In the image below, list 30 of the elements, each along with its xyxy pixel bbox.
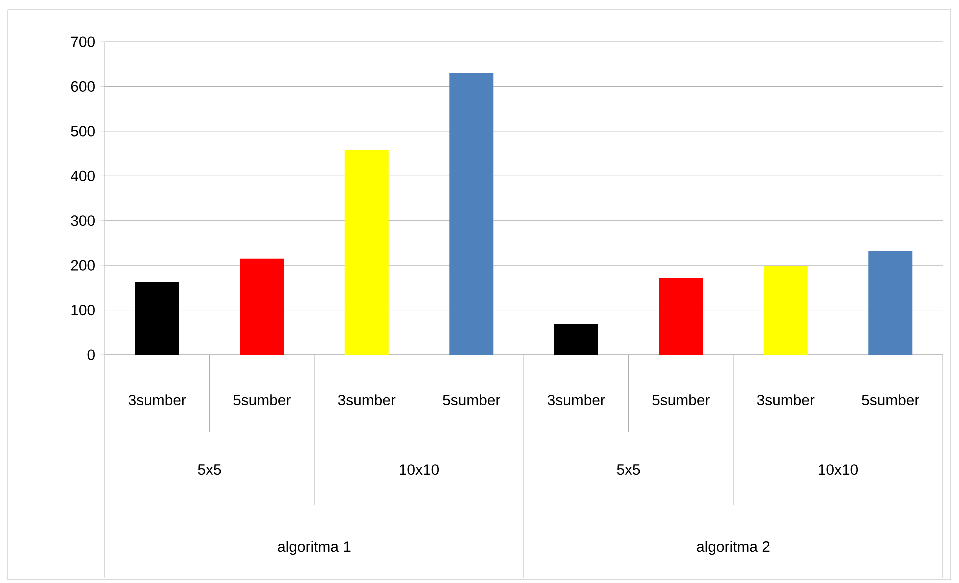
y-tick-label: 600 — [71, 81, 95, 92]
x-tick-label: 3sumber — [548, 394, 606, 406]
bar — [764, 266, 808, 355]
text: 10x10 — [819, 464, 858, 476]
y-tick-label: 300 — [71, 216, 95, 226]
x-tick-label: 5sumber — [234, 394, 291, 406]
y-tick-label: 200 — [71, 260, 95, 271]
x-tick-label: 3sumber — [757, 394, 815, 406]
text: 5x5 — [617, 464, 640, 476]
text: algoritma 1 — [278, 541, 351, 556]
bar — [659, 278, 704, 355]
bar — [344, 150, 389, 355]
bar — [868, 251, 913, 355]
x-tick-label: 5sumber — [652, 394, 710, 406]
bar — [135, 282, 180, 355]
x-tick-label: 5sumber — [443, 394, 500, 406]
text: 5x5 — [198, 464, 222, 476]
text: algoritma 2 — [697, 541, 770, 556]
bar — [450, 73, 494, 355]
x-tick-label: 3sumber — [338, 394, 396, 406]
bar — [554, 324, 598, 355]
y-tick-label: 100 — [72, 304, 95, 316]
y-tick-label: 400 — [70, 170, 95, 182]
x-tick-label: 5sumber — [862, 394, 920, 406]
y-tick-label: 0 — [88, 350, 95, 360]
bar — [240, 258, 284, 355]
y-tick-label: 500 — [71, 126, 95, 137]
y-tick-label: 700 — [71, 36, 95, 48]
text: 10x10 — [400, 464, 440, 476]
x-tick-label: 3sumber — [128, 394, 186, 406]
